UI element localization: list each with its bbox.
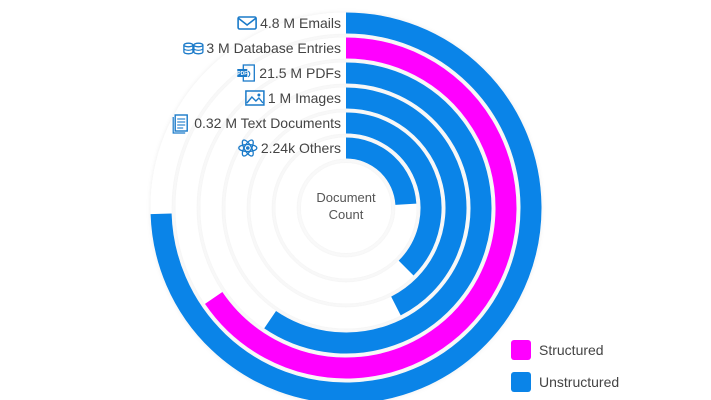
category-label: 2.24k Others [261,140,341,156]
pdf-icon: PDF [237,64,255,82]
legend-label-unstructured: Unstructured [539,374,620,390]
center-circle [301,163,391,253]
bar-0-32-m-text-documents[interactable] [345,112,442,276]
image-icon [245,90,265,106]
svg-text:Count: Count [329,207,364,222]
bar-1-m-images[interactable] [345,87,467,316]
bar-3-m-database-entries[interactable] [204,37,517,379]
chart-legend: Structured Unstructured [511,339,619,393]
category-label: 21.5 M PDFs [259,65,341,81]
legend-item-structured: Structured [511,339,619,361]
database-icon [183,42,204,55]
category-label: 0.32 M Text Documents [194,115,341,131]
atom-icon [238,139,258,157]
legend-swatch-structured [511,340,531,360]
category-label: 4.8 M Emails [260,15,341,31]
category-label: 3 M Database Entries [206,40,341,56]
legend-swatch-unstructured [511,372,531,392]
text-document-icon [172,114,188,134]
chart-bars [150,12,542,400]
email-icon [237,16,257,30]
center-label: Document Count [316,190,376,222]
svg-text:PDF: PDF [237,71,247,77]
category-label: 1 M Images [268,90,341,106]
svg-text:Document: Document [316,190,376,205]
bar-21-5-m-pdfs[interactable] [264,62,492,354]
bar-2-24k-others[interactable] [345,137,417,206]
category-labels: 4.8 M Emails 3 M Database Entries 21.5 M P… [194,15,341,156]
bar-4-8-m-emails[interactable] [150,12,542,400]
legend-item-unstructured: Unstructured [511,371,619,393]
category-icons: PDF [172,16,265,157]
legend-label-structured: Structured [539,342,604,358]
